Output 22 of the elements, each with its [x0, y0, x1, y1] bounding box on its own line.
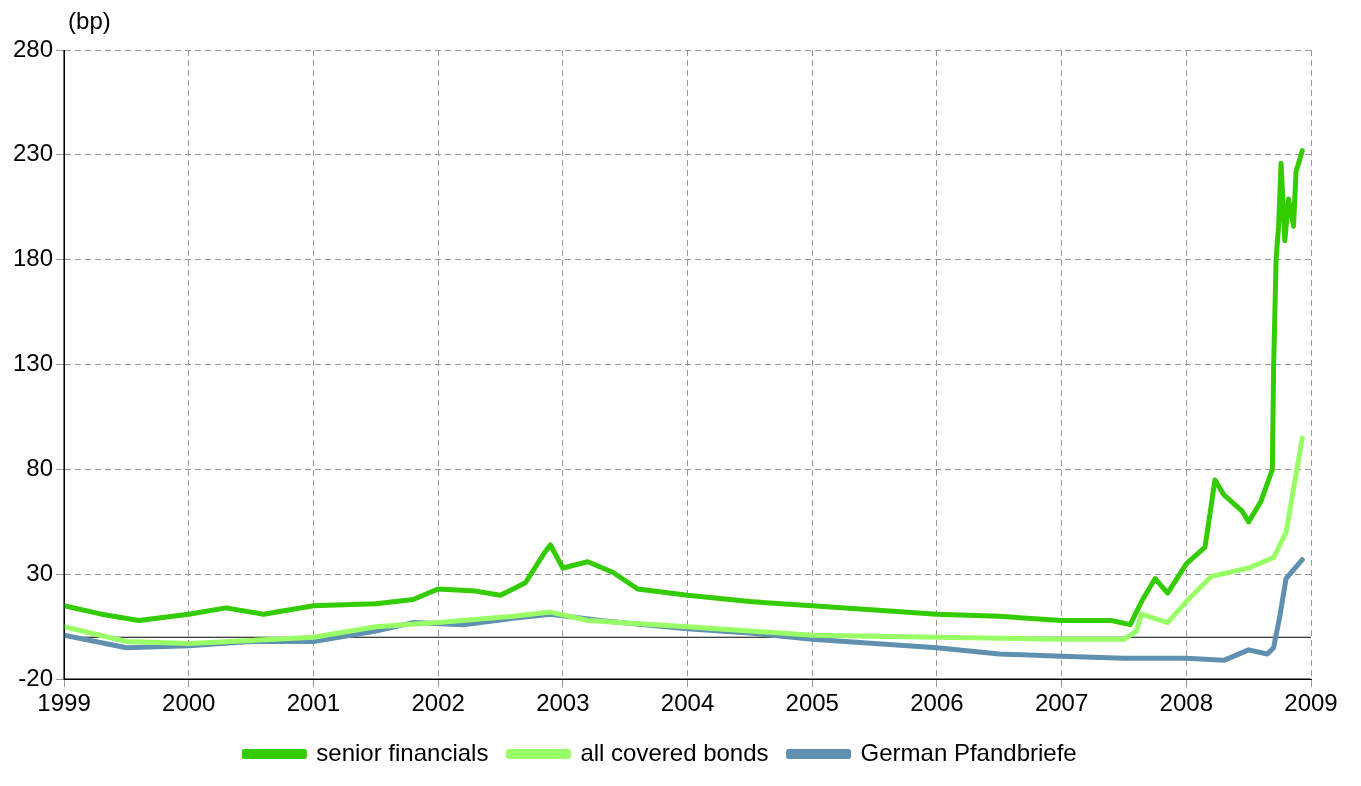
x-tick-label: 2000 — [162, 689, 216, 717]
x-tick-label: 2002 — [411, 689, 465, 717]
y-tick-label: 30 — [26, 558, 54, 586]
x-tick-label: 2009 — [1284, 689, 1338, 717]
x-tick-label: 2008 — [1159, 689, 1213, 717]
legend-label: German Pfandbriefe — [860, 738, 1077, 766]
x-tick-label: 2007 — [1034, 689, 1089, 717]
x-tick-label: 2005 — [785, 689, 839, 717]
y-tick-label: 80 — [26, 454, 54, 482]
x-tick-label: 1999 — [37, 689, 91, 717]
x-tick-label: 2003 — [536, 689, 590, 717]
x-tick-label: 2006 — [910, 689, 964, 717]
x-tick-label: 2004 — [660, 689, 715, 717]
y-tick-label: 180 — [13, 244, 54, 272]
y-tick-label: 130 — [13, 349, 54, 377]
y-tick-label: -20 — [18, 663, 54, 691]
x-tick-label: 2001 — [286, 689, 341, 717]
legend-label: all covered bonds — [580, 738, 769, 766]
legend-label: senior financials — [316, 738, 489, 766]
y-tick-label: 280 — [13, 34, 54, 62]
y-tick-label: 230 — [13, 139, 54, 167]
y-axis-title: (bp) — [68, 6, 111, 34]
